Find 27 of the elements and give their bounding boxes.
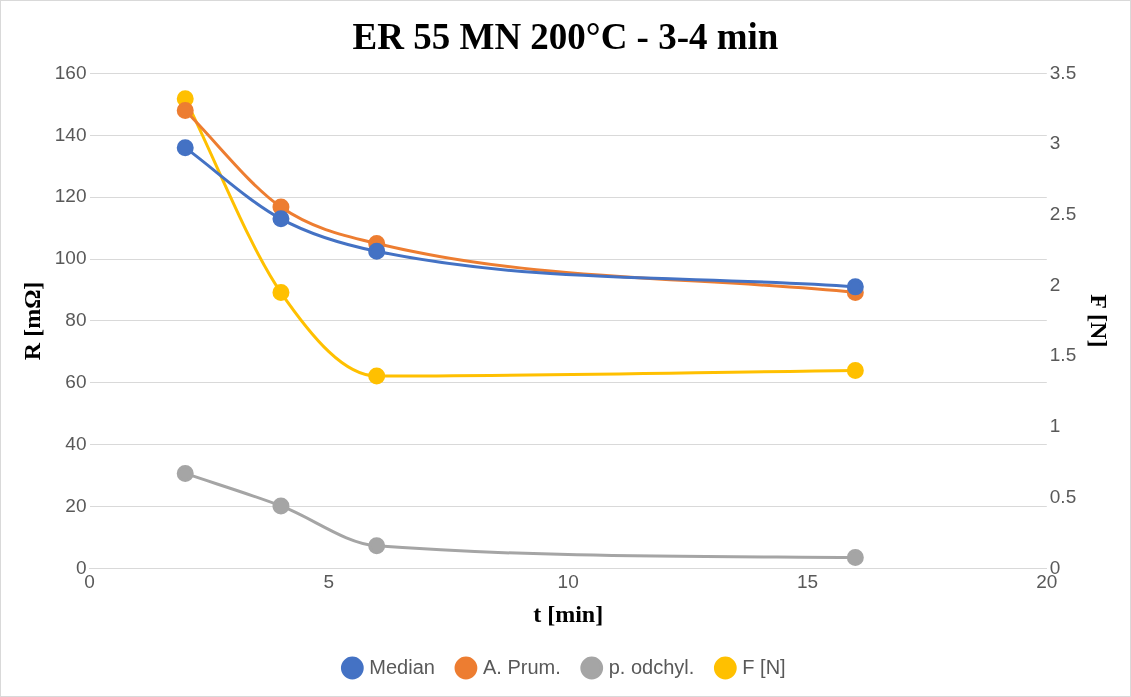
x-tick-label: 15 — [796, 571, 819, 593]
y-tick-label: 60 — [65, 371, 87, 393]
y-tick-label: 140 — [54, 123, 87, 145]
x-tick-label: 10 — [557, 571, 579, 593]
y-tick-label: 120 — [54, 185, 87, 207]
x-tick-label: 5 — [323, 571, 335, 593]
y-tick-label: 20 — [65, 494, 87, 516]
y2-tick-label: 2 — [1049, 273, 1061, 295]
legend-label: p. odchyl. — [608, 655, 695, 678]
y-tick-label: 80 — [65, 309, 87, 331]
legend-label: F [N] — [742, 655, 786, 678]
y2-tick-label: 1 — [1049, 415, 1061, 437]
legend-label: Median — [369, 655, 435, 678]
y-tick-label: 100 — [54, 247, 87, 269]
y2-axis-title: F [N] — [1086, 294, 1113, 348]
y-axis-title: R [mΩ] — [18, 281, 45, 361]
chart-title: ER 55 MN 200°C - 3-4 min — [352, 15, 779, 57]
x-axis-title: t [min] — [533, 600, 604, 627]
y-tick-label: 0 — [75, 556, 87, 578]
y2-tick-label: 3 — [1049, 132, 1061, 154]
y2-tick-label: 3.5 — [1049, 61, 1077, 83]
y2-tick-label: 0.5 — [1049, 485, 1077, 507]
y-tick-label: 160 — [54, 61, 87, 83]
legend-label: A. Prum. — [482, 655, 561, 678]
y2-tick-label: 1.5 — [1049, 344, 1077, 366]
y-tick-label: 40 — [65, 432, 87, 454]
y2-tick-label: 2.5 — [1049, 203, 1077, 225]
